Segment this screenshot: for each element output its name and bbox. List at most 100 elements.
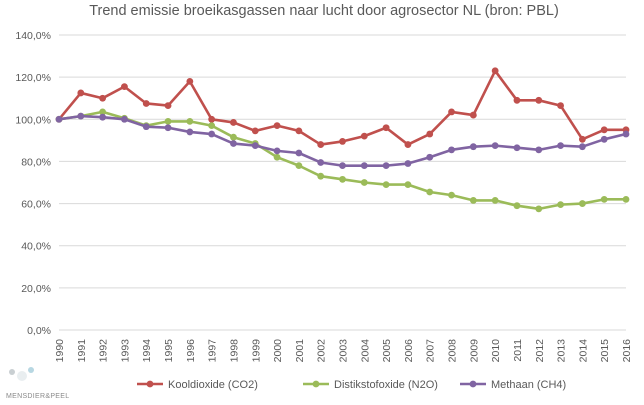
data-point — [491, 197, 499, 204]
x-tick-label: 2013 — [556, 339, 568, 363]
data-point — [99, 113, 107, 121]
data-point — [164, 102, 172, 109]
data-point — [622, 130, 630, 138]
data-point — [186, 77, 194, 85]
data-point — [339, 162, 346, 170]
data-point — [339, 175, 346, 183]
data-point — [382, 162, 390, 170]
data-point — [186, 128, 194, 136]
y-tick-label: 120,0% — [15, 72, 51, 84]
data-point — [578, 135, 586, 143]
logo-text: MENSDIER&PEEL — [6, 393, 69, 400]
y-tick-label: 20,0% — [21, 283, 51, 295]
x-tick-label: 1996 — [185, 339, 197, 363]
y-tick-label: 0,0% — [27, 325, 51, 337]
data-point — [578, 143, 586, 151]
chart-title: Trend emissie broeikasgassen naar lucht … — [89, 3, 559, 19]
series-1 — [55, 67, 630, 148]
data-point — [426, 130, 434, 138]
y-tick-label: 140,0% — [15, 30, 51, 42]
data-point — [535, 205, 543, 213]
legend-item: Kooldioxide (CO2) — [137, 379, 258, 391]
data-point — [491, 67, 499, 75]
series-3 — [55, 112, 630, 170]
data-point — [360, 132, 368, 140]
data-point — [404, 141, 412, 148]
x-tick-label: 2001 — [294, 339, 306, 363]
data-point — [230, 140, 237, 147]
x-tick-label: 2009 — [468, 339, 480, 363]
legend-label: Distikstofoxide (N2O) — [334, 379, 438, 391]
data-point — [295, 149, 303, 157]
data-point — [513, 96, 521, 104]
series-line — [57, 69, 626, 146]
data-point — [251, 142, 259, 150]
data-point — [448, 108, 455, 116]
x-tick-label: 2011 — [512, 339, 524, 362]
y-tick-label: 60,0% — [21, 199, 51, 211]
data-point — [469, 143, 477, 151]
data-point — [230, 133, 237, 141]
legend-label: Methaan (CH4) — [491, 379, 566, 391]
data-point — [557, 102, 564, 109]
data-point — [164, 117, 172, 125]
x-tick-label: 2008 — [447, 339, 459, 363]
x-tick-label: 2005 — [381, 339, 393, 363]
data-point — [230, 119, 237, 126]
x-tick-label: 2003 — [338, 339, 350, 363]
data-point — [317, 159, 325, 166]
sheep-people-logo-icon — [9, 367, 34, 381]
data-point — [317, 141, 325, 148]
x-tick-label: 1995 — [163, 339, 175, 363]
data-point — [164, 124, 172, 132]
x-tick-label: 2004 — [359, 339, 371, 363]
data-point — [382, 181, 390, 189]
data-point — [208, 122, 216, 130]
data-point — [491, 142, 499, 150]
data-point — [513, 144, 521, 152]
data-point — [77, 112, 85, 120]
x-tick-label: 2015 — [599, 339, 611, 363]
y-tick-label: 40,0% — [21, 241, 51, 253]
gridlines — [59, 34, 626, 331]
data-point — [448, 191, 455, 199]
data-point — [578, 200, 586, 207]
x-tick-label: 2000 — [272, 339, 284, 363]
data-point — [360, 179, 368, 186]
data-point — [600, 126, 608, 134]
x-tick-label: 1992 — [98, 339, 110, 363]
data-point — [557, 201, 564, 209]
data-point — [426, 188, 434, 196]
data-point — [469, 197, 477, 204]
data-point — [142, 123, 150, 131]
data-point — [535, 146, 543, 154]
data-point — [99, 94, 107, 102]
data-point — [622, 195, 630, 203]
data-point — [273, 147, 281, 155]
x-tick-label: 1994 — [141, 339, 153, 363]
data-point — [208, 130, 216, 138]
data-point — [121, 115, 128, 123]
x-tick-label: 2016 — [621, 339, 633, 363]
data-point — [600, 135, 608, 143]
series-group — [55, 67, 630, 213]
data-point — [273, 122, 281, 130]
y-tick-label: 80,0% — [21, 156, 51, 168]
data-point — [121, 83, 128, 91]
legend: Kooldioxide (CO2) Distikstofoxide (N2O) Me… — [137, 379, 566, 391]
data-point — [426, 153, 434, 161]
data-point — [535, 96, 543, 104]
data-point — [513, 202, 521, 210]
x-tick-label: 1998 — [228, 339, 240, 363]
x-axis-ticks: 1990 1991 1992 1993 1994 1995 1996 1997 1998 1999… — [54, 339, 633, 363]
data-point — [404, 181, 412, 189]
x-tick-label: 2006 — [403, 339, 415, 363]
x-tick-label: 2014 — [577, 339, 589, 363]
data-point — [557, 142, 564, 150]
x-tick-label: 2010 — [490, 339, 502, 363]
data-point — [469, 111, 477, 119]
legend-swatch-point — [312, 380, 320, 388]
data-point — [99, 108, 107, 116]
logo: MENSDIER&PEEL — [6, 367, 69, 400]
